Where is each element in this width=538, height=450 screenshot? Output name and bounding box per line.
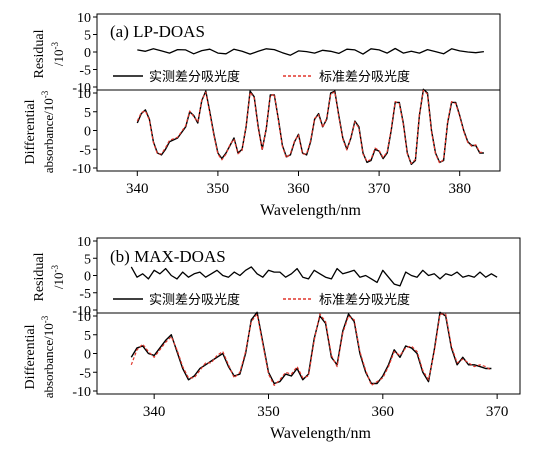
residual-y-label-exponent: -3	[50, 41, 60, 49]
x-tick-label: 350	[207, 181, 230, 197]
main-y-tick-label: -5	[79, 143, 91, 158]
x-axis-label: Wavelength/nm	[270, 425, 371, 442]
residual-y-tick-label: -5	[79, 64, 91, 79]
residual-y-tick-label: -10	[72, 304, 91, 319]
main-y-label-line1: Differential	[23, 324, 38, 389]
main-y-label-exponent: -3	[40, 315, 50, 323]
x-tick-label: 340	[126, 181, 149, 197]
main-y-tick-label: -10	[72, 385, 91, 400]
main-plot-frame	[96, 312, 521, 395]
residual-series-line	[137, 47, 484, 56]
residual-y-label-line1: Residual	[32, 29, 47, 78]
main-y-tick-label: 0	[84, 125, 91, 140]
x-tick-label: 370	[486, 404, 509, 420]
main-y-label-unit: absorbance/10	[41, 323, 56, 398]
chart-title: (a) LP-DOAS	[110, 22, 205, 41]
main-y-label-unit: absorbance/10	[41, 98, 56, 173]
residual-y-tick-label: -10	[72, 81, 91, 96]
x-tick-label: 360	[372, 404, 395, 420]
residual-y-label-line1: Residual	[32, 252, 47, 301]
x-tick-label: 340	[143, 404, 166, 420]
residual-y-label-unit: /10	[51, 49, 66, 66]
residual-y-label-unit: /10	[51, 272, 66, 289]
residual-y-label-exponent: -3	[50, 264, 60, 272]
chart-title: (b) MAX-DOAS	[110, 247, 226, 266]
main-y-tick-label: 5	[84, 329, 91, 344]
x-tick-label: 360	[287, 181, 310, 197]
main-y-label-line2: absorbance/10-3	[40, 90, 56, 173]
residual-y-label-line2: /10-3	[50, 41, 66, 66]
x-tick-label: 350	[257, 404, 280, 420]
main-y-tick-label: 10	[77, 310, 91, 325]
residual-series-line	[130, 266, 498, 287]
residual-y-tick-label: 0	[84, 270, 91, 285]
main-y-tick-label: 5	[84, 106, 91, 121]
legend-label-measured: 实测差分吸光度	[149, 292, 240, 308]
residual-y-tick-label: 5	[84, 29, 91, 44]
main-y-label-line2: absorbance/10-3	[40, 315, 56, 398]
residual-y-tick-label: -5	[79, 287, 91, 302]
main-y-tick-label: 0	[84, 348, 91, 363]
residual-y-tick-label: 5	[84, 252, 91, 267]
residual-y-tick-label: 10	[77, 11, 91, 26]
residual-y-tick-label: 10	[77, 235, 91, 250]
main-y-tick-label: -10	[72, 162, 91, 177]
series-line-measured	[136, 88, 484, 166]
x-tick-label: 380	[448, 181, 471, 197]
legend-label-measured: 实测差分吸光度	[149, 69, 240, 85]
main-y-tick-label: -5	[79, 366, 91, 381]
x-tick-label: 370	[368, 181, 391, 197]
x-axis-label: Wavelength/nm	[260, 202, 361, 219]
legend-label-standard: 标准差分吸光度	[319, 69, 410, 85]
main-y-tick-label: 10	[77, 87, 91, 102]
legend-label-standard: 标准差分吸光度	[319, 292, 410, 308]
series-line-standard	[130, 313, 492, 386]
main-y-label-line1: Differential	[23, 99, 38, 164]
main-plot-frame	[96, 89, 501, 172]
series-line-standard	[136, 89, 484, 165]
residual-y-label-line2: /10-3	[50, 264, 66, 289]
main-y-label-exponent: -3	[40, 90, 50, 98]
residual-y-tick-label: 0	[84, 46, 91, 61]
